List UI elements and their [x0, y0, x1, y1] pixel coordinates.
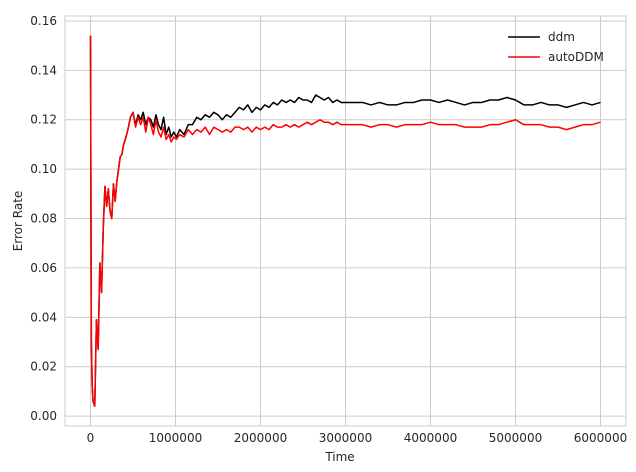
y-tick-label: 0.08: [30, 212, 57, 226]
y-tick-label: 0.04: [30, 310, 57, 324]
grid-lines: [65, 16, 626, 426]
x-tick-label: 0: [87, 431, 95, 445]
y-tick-label: 0.00: [30, 409, 57, 423]
y-tick-label: 0.12: [30, 113, 57, 127]
x-tick-label: 4000000: [404, 431, 457, 445]
x-tick-label: 5000000: [489, 431, 542, 445]
series-layer: [89, 35, 601, 407]
plot-frame: [64, 15, 627, 427]
x-tick-label: 6000000: [574, 431, 627, 445]
y-tick-label: 0.10: [30, 162, 57, 176]
x-tick-label: 2000000: [234, 431, 287, 445]
y-tick-label: 0.06: [30, 261, 57, 275]
y-tick-label: 0.14: [30, 63, 57, 77]
legend-label: ddm: [548, 30, 575, 44]
x-axis-ticks: 0 1000000 2000000 3000000 4000000 5000000 6000…: [87, 431, 628, 445]
x-axis-label: Time: [324, 450, 354, 464]
y-tick-label: 0.16: [30, 14, 57, 28]
y-axis-label: Error Rate: [11, 191, 25, 252]
y-axis-ticks: 0.00 0.02 0.04 0.06 0.08 0.10 0.12 0.14 0.16: [30, 14, 57, 423]
y-tick-label: 0.02: [30, 360, 57, 374]
legend: ddm autoDDM: [508, 30, 604, 64]
series-line-autoddm: [89, 35, 601, 407]
x-tick-label: 1000000: [149, 431, 202, 445]
legend-label: autoDDM: [548, 50, 604, 64]
x-tick-label: 3000000: [319, 431, 372, 445]
